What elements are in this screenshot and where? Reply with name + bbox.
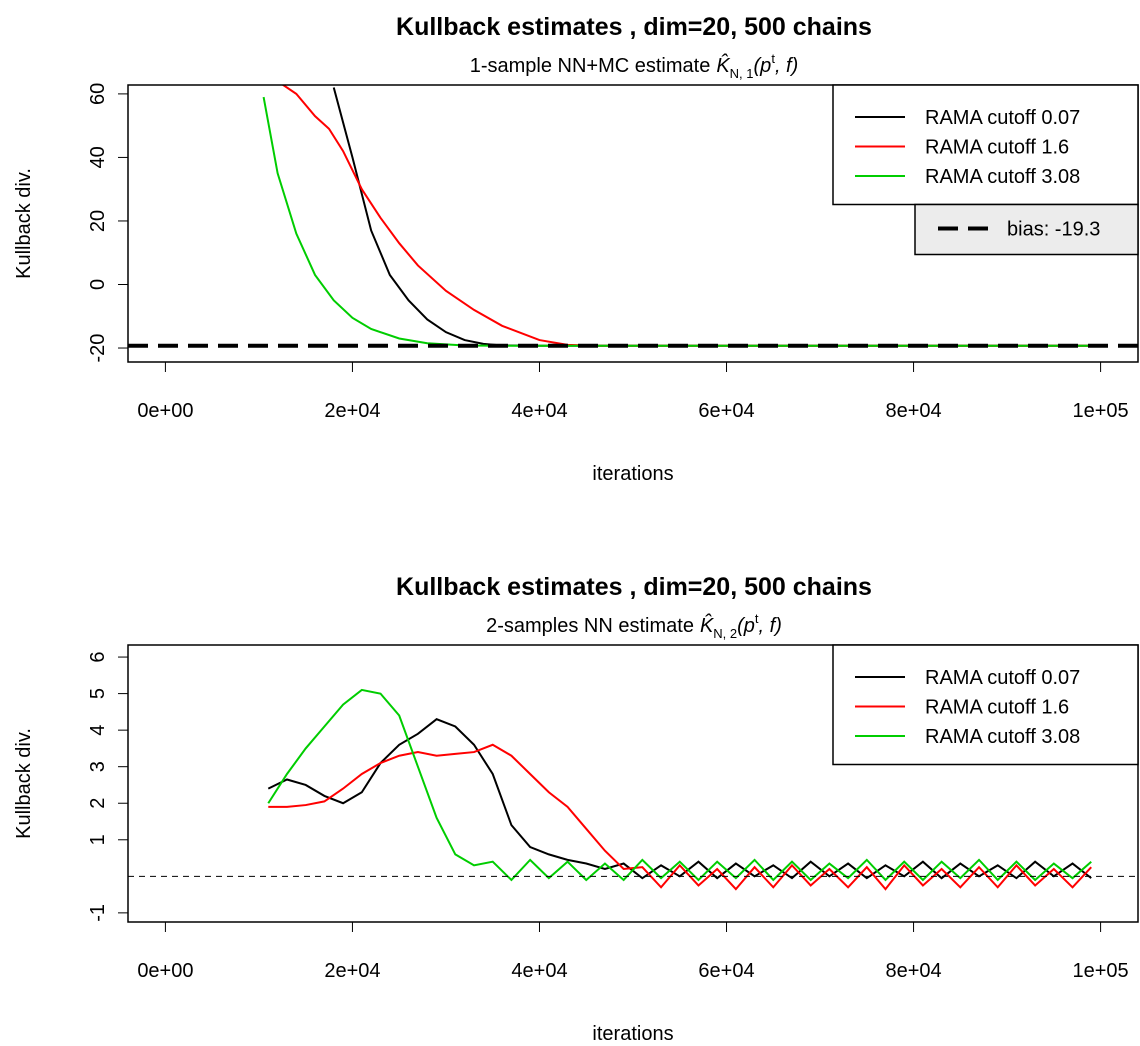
y-tick-label: 2	[87, 798, 109, 809]
subtitle-part: K̂	[716, 54, 731, 77]
chart-subtitle: 2-samples NN estimate K̂N, 2(pt, f)	[486, 611, 782, 641]
y-tick-label: 40	[87, 146, 109, 168]
x-tick-label: 1e+05	[1073, 400, 1129, 422]
subtitle-part: (p	[754, 55, 772, 77]
plot-frame	[127, 644, 1139, 923]
subtitle-part: (p	[737, 615, 755, 637]
legend-label: RAMA cutoff 3.08	[925, 166, 1080, 188]
legend-box	[832, 84, 1139, 206]
legend-label: bias: -19.3	[1007, 219, 1100, 241]
x-tick-label: 0e+00	[137, 960, 193, 982]
legend-label: RAMA cutoff 1.6	[925, 697, 1069, 719]
y-tick-label: 1	[87, 834, 109, 845]
plot-area	[128, 688, 1138, 891]
x-tick-label: 4e+04	[511, 400, 567, 422]
subtitle-part: N, 1	[730, 66, 754, 81]
legend-label: RAMA cutoff 0.07	[925, 667, 1080, 689]
legend-label: RAMA cutoff 0.07	[925, 107, 1080, 129]
y-tick-label: 6	[87, 651, 109, 662]
legend-label: RAMA cutoff 1.6	[925, 137, 1069, 159]
x-tick-label: 8e+04	[885, 400, 941, 422]
legend-box	[832, 644, 1139, 766]
x-tick-label: 2e+04	[324, 960, 380, 982]
x-tick-label: 0e+00	[137, 400, 193, 422]
y-tick-label: 4	[87, 725, 109, 736]
subtitle-part: K̂	[700, 614, 715, 637]
plot-area	[128, 85, 1138, 348]
y-tick-label: -1	[87, 904, 109, 922]
x-tick-label: 1e+05	[1073, 960, 1129, 982]
subtitle-part: t	[771, 51, 775, 66]
subtitle-part: N, 2	[713, 626, 737, 641]
x-tick-label: 4e+04	[511, 960, 567, 982]
y-tick-label: 5	[87, 688, 109, 699]
y-axis-label: Kullback div.	[13, 168, 35, 279]
x-tick-label: 2e+04	[324, 400, 380, 422]
x-tick-label: 6e+04	[698, 400, 754, 422]
chart-title: Kullback estimates , dim=20, 500 chains	[396, 13, 872, 41]
y-tick-label: 0	[87, 279, 109, 290]
chart-title: Kullback estimates , dim=20, 500 chains	[396, 573, 872, 601]
x-axis-label: iterations	[592, 1023, 673, 1045]
subtitle-part: 2-samples NN estimate	[486, 615, 694, 637]
y-tick-label: -20	[87, 334, 109, 363]
subtitle-part: t	[755, 611, 759, 626]
series-line	[268, 743, 1092, 891]
x-tick-label: 8e+04	[885, 960, 941, 982]
series-line	[267, 688, 1092, 882]
subtitle-part: , f)	[759, 615, 782, 637]
x-tick-label: 6e+04	[698, 960, 754, 982]
subtitle-part: 1-sample NN+MC estimate	[470, 55, 711, 77]
chart-subtitle: 1-sample NN+MC estimate K̂N, 1(pt, f)	[470, 51, 799, 81]
legend-label: RAMA cutoff 3.08	[925, 726, 1080, 748]
y-tick-label: 60	[87, 83, 109, 105]
y-axis-label: Kullback div.	[13, 728, 35, 839]
subtitle-part: , f)	[775, 55, 798, 77]
y-tick-label: 20	[87, 210, 109, 232]
y-tick-label: 3	[87, 761, 109, 772]
x-axis-label: iterations	[592, 463, 673, 485]
